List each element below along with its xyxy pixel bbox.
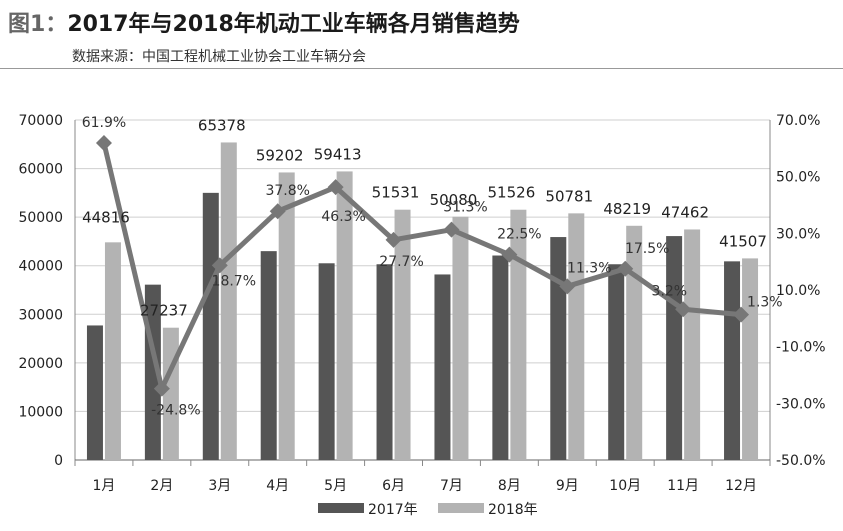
y-tick-label: 70000 xyxy=(18,113,63,129)
y2-tick-label: 10.0% xyxy=(776,283,820,299)
bar-2018 xyxy=(510,209,527,460)
y-tick-label: 20000 xyxy=(18,356,63,372)
x-tick-label: 10月 xyxy=(609,478,641,494)
bar-2017 xyxy=(318,263,335,460)
growth-marker xyxy=(675,301,692,318)
figure-label: 图1： xyxy=(8,12,68,37)
bar-value-label: 48219 xyxy=(603,200,651,218)
bar-2018 xyxy=(278,172,295,460)
bar-2018 xyxy=(742,258,759,460)
growth-value-label: 18.7% xyxy=(212,273,256,289)
bar-2018 xyxy=(684,229,701,460)
growth-marker xyxy=(211,257,228,274)
bar-2018 xyxy=(626,225,643,460)
bar-value-label: 41507 xyxy=(719,232,767,250)
bar-value-label: 44816 xyxy=(82,208,130,226)
growth-value-label: 37.8% xyxy=(265,183,309,199)
growth-value-label: 31.3% xyxy=(443,200,487,216)
bar-value-label: 50781 xyxy=(545,187,593,205)
y-tick-label: 30000 xyxy=(18,307,63,323)
title-text: 2017年与2018年机动工业车辆各月销售趋势 xyxy=(67,12,520,37)
growth-value-label: 11.3% xyxy=(567,260,611,276)
bar-2017 xyxy=(86,325,103,460)
bar-value-label: 59202 xyxy=(256,146,304,164)
growth-value-label: 3.2% xyxy=(652,283,688,299)
bar-2017 xyxy=(202,192,219,460)
bar-2018 xyxy=(336,171,353,460)
x-tick-label: 3月 xyxy=(208,478,231,494)
y2-tick-label: -10.0% xyxy=(776,340,826,356)
growth-value-label: 27.7% xyxy=(379,254,423,270)
x-tick-label: 11月 xyxy=(667,478,699,494)
bar-2017 xyxy=(376,264,393,460)
bar-value-label: 51526 xyxy=(488,184,536,202)
bar-value-label: 65378 xyxy=(198,116,246,134)
legend-swatch-2017 xyxy=(318,503,364,513)
legend-label-2018: 2018年 xyxy=(488,502,538,518)
x-tick-label: 2月 xyxy=(150,478,173,494)
y-tick-label: 50000 xyxy=(18,210,63,226)
y2-tick-label: 30.0% xyxy=(776,226,820,242)
growth-line xyxy=(101,142,742,392)
y2-tick-label: 70.0% xyxy=(776,113,820,129)
legend-swatch-2018 xyxy=(438,503,484,513)
growth-value-label: 61.9% xyxy=(82,115,126,131)
growth-marker xyxy=(95,134,112,151)
y-tick-label: 60000 xyxy=(18,162,63,178)
y-tick-label: 0 xyxy=(54,453,63,469)
y2-tick-label: -50.0% xyxy=(776,453,826,469)
x-tick-label: 12月 xyxy=(725,478,757,494)
x-tick-label: 7月 xyxy=(440,478,463,494)
header-divider xyxy=(0,68,843,69)
growth-value-label: 1.3% xyxy=(747,295,783,311)
growth-value-label: -24.8% xyxy=(151,403,201,419)
growth-marker xyxy=(327,179,344,196)
y-tick-label: 10000 xyxy=(18,404,63,420)
bar-2017 xyxy=(492,255,509,460)
y-tick-label: 40000 xyxy=(18,259,63,275)
growth-marker xyxy=(385,231,402,248)
x-tick-label: 5月 xyxy=(324,478,347,494)
y2-tick-label: 50.0% xyxy=(776,170,820,186)
x-tick-label: 4月 xyxy=(266,478,289,494)
bar-value-label: 27237 xyxy=(140,302,188,320)
x-tick-label: 1月 xyxy=(92,478,115,494)
bar-2017 xyxy=(666,236,683,460)
x-tick-label: 9月 xyxy=(556,478,579,494)
bar-value-label: 51531 xyxy=(372,184,420,202)
legend-label-2017: 2017年 xyxy=(368,502,418,518)
bar-2018 xyxy=(162,327,179,460)
data-source: 数据来源：中国工程机械工业协会工业车辆分会 xyxy=(72,49,366,65)
y2-tick-label: -30.0% xyxy=(776,396,826,412)
growth-marker xyxy=(443,221,460,238)
growth-value-label: 17.5% xyxy=(625,241,669,257)
x-tick-label: 8月 xyxy=(498,478,521,494)
bar-2018 xyxy=(568,213,585,460)
bar-2018 xyxy=(452,216,469,460)
growth-value-label: 46.3% xyxy=(321,209,365,225)
bar-2018 xyxy=(104,242,121,460)
bar-2017 xyxy=(550,237,567,460)
bar-value-label: 59413 xyxy=(314,145,362,163)
bar-2018 xyxy=(394,209,411,460)
growth-marker xyxy=(559,278,576,295)
growth-marker xyxy=(617,260,634,277)
growth-marker xyxy=(501,246,518,263)
bar-value-label: 50080 xyxy=(430,191,478,209)
growth-marker xyxy=(269,203,286,220)
bar-2017 xyxy=(260,251,277,460)
chart-title: 图1：2017年与2018年机动工业车辆各月销售趋势 xyxy=(8,6,520,38)
growth-value-label: 22.5% xyxy=(497,227,541,243)
bar-2017 xyxy=(608,264,625,460)
bar-2017 xyxy=(434,274,451,460)
growth-marker xyxy=(733,306,750,323)
bar-value-label: 47462 xyxy=(661,203,709,221)
bar-2018 xyxy=(220,142,237,460)
growth-marker xyxy=(153,380,170,397)
bar-2017 xyxy=(724,261,741,460)
x-tick-label: 6月 xyxy=(382,478,405,494)
